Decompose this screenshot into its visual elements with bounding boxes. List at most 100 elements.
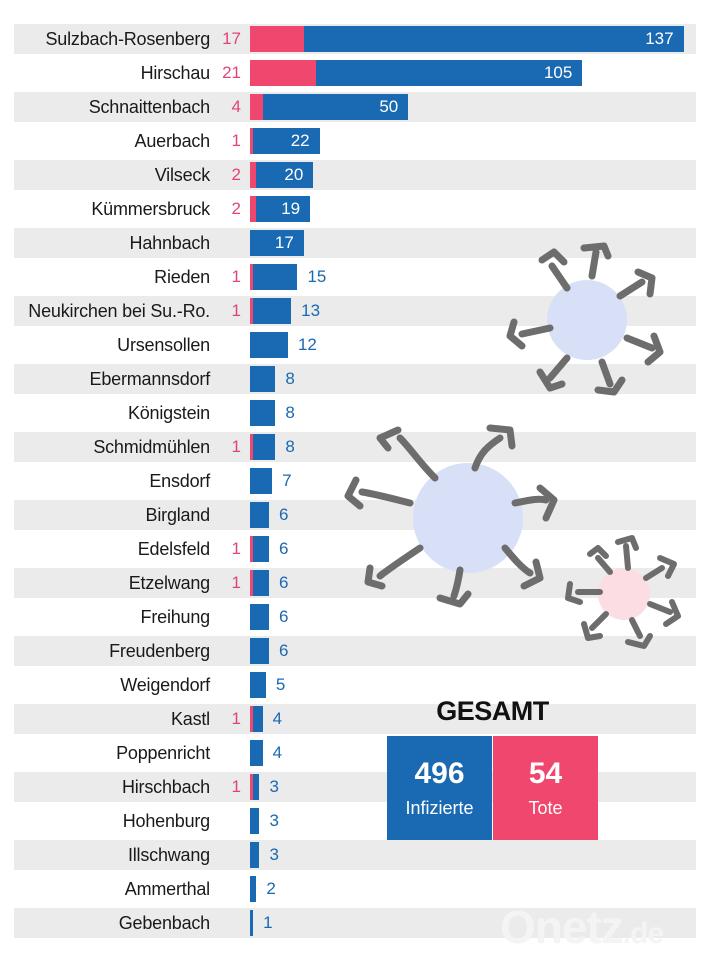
bar-deaths — [250, 774, 254, 800]
infected-value-label: 20 — [284, 165, 304, 184]
bar-infected — [250, 94, 409, 120]
category-label: Sulzbach-Rosenberg — [45, 29, 211, 49]
bar-infected — [250, 740, 263, 766]
bar-deaths — [250, 128, 254, 154]
summary-title: GESAMT — [436, 696, 549, 726]
bar-deaths — [250, 536, 254, 562]
category-label: Hohenburg — [122, 811, 210, 831]
bar-infected — [250, 876, 257, 902]
row-background — [14, 840, 696, 870]
category-label: Auerbach — [134, 131, 211, 151]
infected-value-label: 5 — [275, 675, 286, 694]
deaths-value-label: 1 — [231, 301, 241, 320]
deaths-value-label: 1 — [231, 539, 241, 558]
deaths-value-label: 1 — [231, 777, 241, 796]
row-background — [14, 160, 696, 190]
category-label: Hirschau — [140, 63, 211, 83]
bar-infected — [250, 434, 276, 460]
deaths-value-label: 4 — [231, 97, 241, 116]
deaths-value-label: 1 — [231, 709, 241, 728]
infected-value-label: 8 — [285, 437, 295, 456]
bar-infected — [250, 706, 263, 732]
bar-infected — [250, 400, 276, 426]
infected-value-label: 3 — [269, 777, 279, 796]
bar-deaths — [250, 26, 304, 52]
total-deaths-label: Tote — [528, 798, 563, 818]
category-label: Freudenberg — [109, 641, 210, 661]
infected-value-label: 6 — [278, 505, 289, 524]
row-background — [14, 228, 696, 258]
bar-infected — [250, 808, 260, 834]
watermark-logo: Onetz.de — [500, 900, 664, 954]
deaths-value-label: 1 — [231, 267, 241, 286]
bar-infected — [250, 366, 276, 392]
infected-value-label: 50 — [379, 97, 399, 116]
total-deaths-value: 54 — [528, 757, 563, 790]
virus-icon-large-top — [506, 242, 664, 396]
infected-value-label: 6 — [278, 641, 289, 660]
deaths-value-label: 2 — [231, 165, 241, 184]
total-infected-value: 496 — [414, 757, 465, 790]
deaths-value-label: 1 — [231, 573, 241, 592]
category-label: Rieden — [154, 267, 210, 287]
bar-infected — [250, 162, 314, 188]
category-label: Schnaittenbach — [88, 97, 210, 117]
infected-value-label: 137 — [645, 29, 674, 48]
bar-deaths — [250, 706, 254, 732]
infected-value-label: 105 — [543, 63, 573, 82]
category-label: Weigendorf — [120, 675, 210, 695]
bar-infected — [250, 910, 254, 936]
category-label: Kümmersbruck — [91, 199, 210, 219]
category-label: Gebenbach — [118, 913, 210, 933]
category-label: Ensdorf — [149, 471, 210, 491]
bar-infected — [250, 196, 311, 222]
bar-deaths — [250, 570, 254, 596]
row-background — [14, 364, 696, 394]
category-label: Hahnbach — [129, 233, 211, 253]
bar-infected — [250, 468, 273, 494]
infected-value-label: 3 — [269, 811, 279, 830]
bar-deaths — [250, 94, 263, 120]
bar-infected — [250, 672, 266, 698]
bar-infected — [250, 842, 260, 868]
virus-icon-large-center — [344, 424, 558, 608]
infected-value-label: 15 — [307, 267, 327, 286]
bar-infected — [250, 502, 269, 528]
bar-infected — [250, 298, 292, 324]
deaths-value-label: 21 — [222, 63, 241, 82]
bar-infected — [250, 332, 288, 358]
watermark-tld: .de — [622, 917, 664, 950]
infected-value-label: 6 — [278, 573, 289, 592]
bar-deaths — [250, 196, 257, 222]
category-label: Edelsfeld — [137, 539, 210, 559]
total-deaths-box: 54 Tote — [493, 736, 598, 840]
category-label: Ebermannsdorf — [89, 369, 211, 389]
total-infected-box: 496 Infizierte — [387, 736, 492, 840]
row-background — [14, 432, 696, 462]
category-label: Poppenricht — [116, 743, 210, 763]
total-infected-label: Infizierte — [405, 798, 474, 818]
category-label: Illschwang — [127, 845, 210, 865]
bar-infected — [250, 604, 269, 630]
category-label: Schmidmühlen — [93, 437, 210, 457]
category-label: Ammerthal — [124, 879, 210, 899]
deaths-value-label: 1 — [231, 131, 241, 150]
infected-value-label: 19 — [281, 199, 301, 218]
deaths-value-label: 1 — [231, 437, 241, 456]
infected-value-label: 1 — [263, 913, 273, 932]
infected-value-label: 4 — [272, 709, 283, 728]
bar-infected — [250, 128, 320, 154]
infected-value-label: 6 — [278, 607, 289, 626]
infected-value-label: 13 — [301, 301, 321, 320]
bar-infected — [250, 536, 269, 562]
category-label: Etzelwang — [128, 573, 210, 593]
watermark-brand: Onetz — [500, 901, 624, 953]
category-label: Hirschbach — [121, 777, 210, 797]
bar-infected — [250, 26, 684, 52]
bar-infected — [250, 264, 298, 290]
category-label: Kastl — [170, 709, 210, 729]
category-label: Birgland — [145, 505, 211, 525]
category-label: Neukirchen bei Su.-Ro. — [28, 301, 210, 321]
infected-value-label: 8 — [285, 369, 295, 388]
infected-value-label: 6 — [278, 539, 289, 558]
